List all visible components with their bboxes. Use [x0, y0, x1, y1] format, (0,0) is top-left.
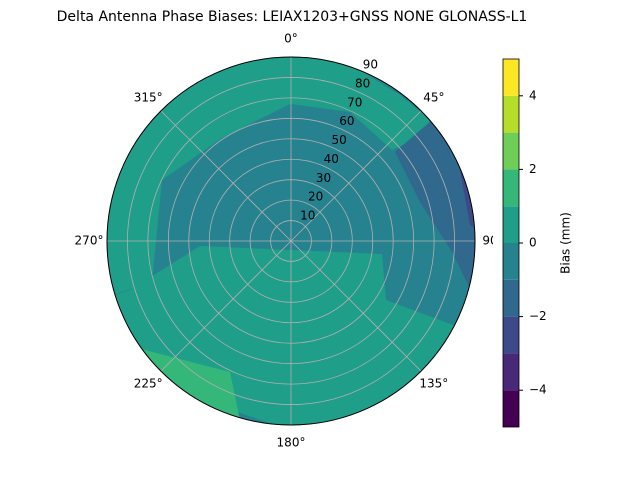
colorbar-band: [503, 206, 519, 243]
colorbar-tick-label: −2: [529, 309, 547, 323]
contour-region: [107, 57, 440, 300]
theta-tick-label: 180°: [277, 436, 306, 450]
colorbar-band: [503, 316, 519, 354]
colorbar-label: Bias (mm): [559, 212, 573, 274]
grid-spoke: [290, 240, 422, 372]
colorbar-band: [503, 132, 519, 170]
colorbar-tick-label: −4: [529, 383, 547, 397]
colorbar-band: [503, 353, 519, 391]
colorbar-band: [503, 95, 519, 133]
r-tick-label: 30: [316, 171, 331, 185]
colorbar-band: [503, 169, 519, 207]
theta-tick-label: 0°: [284, 32, 298, 46]
grid-spoke: [160, 240, 292, 372]
theta-tick-label: 135°: [419, 376, 448, 390]
theta-tick-label: 270°: [75, 234, 104, 248]
r-tick-label: 20: [308, 190, 323, 204]
colorbar-tick-label: 0: [529, 236, 537, 250]
r-tick-label: 60: [339, 114, 354, 128]
grid-spoke: [290, 110, 422, 242]
grid-spoke: [160, 110, 292, 242]
theta-tick-label: 225°: [134, 376, 163, 390]
r-tick-label: 50: [331, 133, 346, 147]
polar-frame: [106, 56, 476, 426]
theta-tick-label: 315°: [134, 91, 163, 105]
r-tick-label: 80: [355, 76, 370, 90]
theta-tick-label: 45°: [423, 91, 444, 105]
colorbar-tick-label: 2: [529, 162, 537, 176]
colorbar-band: [503, 59, 519, 96]
colorbar-tick-label: 4: [529, 88, 537, 102]
r-tick-label: 70: [347, 95, 362, 109]
colorbar-band: [503, 390, 519, 427]
colorbar-band: [503, 279, 519, 317]
r-tick-label: 90: [363, 58, 378, 72]
r-tick-label: 10: [300, 209, 315, 223]
r-tick-label: 40: [324, 152, 339, 166]
colorbar-band: [503, 243, 519, 280]
chart-title: Delta Antenna Phase Biases: LEIAX1203+GN…: [57, 9, 528, 25]
